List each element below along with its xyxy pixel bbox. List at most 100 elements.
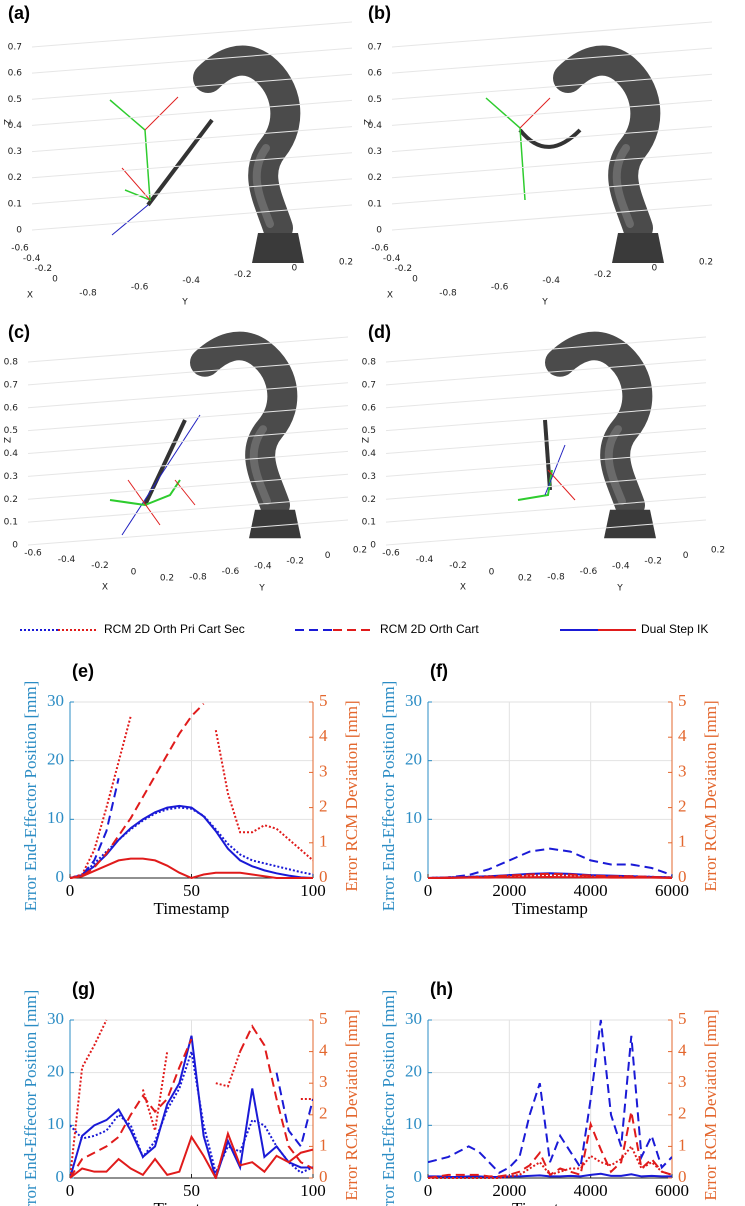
y-tick-label: 0.2 bbox=[711, 546, 725, 556]
chart: 0 2000 4000 60000102030012345(f)TimestampEr… bbox=[379, 661, 720, 918]
x-tick-label: 100 bbox=[300, 881, 326, 900]
y-tick-label: 30 bbox=[47, 1009, 64, 1028]
z-tick-label: 0.3 bbox=[8, 147, 22, 157]
y-tick-label: 30 bbox=[405, 1009, 422, 1028]
x-tick-label: -0.4 bbox=[23, 254, 41, 264]
y2-tick-label: 3 bbox=[678, 1072, 687, 1091]
grid-line bbox=[27, 519, 349, 546]
z-axis-label: Z bbox=[362, 437, 372, 443]
z-tick-label: 0.7 bbox=[362, 380, 376, 390]
series-line bbox=[70, 1130, 313, 1179]
grid-line bbox=[391, 204, 713, 231]
y-axis-label: Error End-Effector Position [mm] bbox=[21, 990, 40, 1206]
series-line bbox=[428, 872, 672, 879]
panel-label: (f) bbox=[430, 661, 448, 681]
y-tick-label: -0.8 bbox=[189, 573, 207, 583]
y2-tick-label: 0 bbox=[678, 1167, 687, 1186]
y-tick-label: 10 bbox=[405, 1114, 422, 1133]
x-tick-label: 50 bbox=[183, 881, 200, 900]
series-line bbox=[70, 857, 313, 879]
x-tick-label: -0.2 bbox=[35, 264, 53, 274]
z-tick-label: 0.7 bbox=[4, 380, 18, 390]
y2-tick-label: 2 bbox=[319, 1104, 328, 1123]
y2-tick-label: 5 bbox=[319, 691, 328, 710]
z-tick-label: 0.7 bbox=[8, 43, 22, 53]
series-line bbox=[428, 1019, 672, 1174]
grid-line bbox=[31, 99, 353, 126]
series-line bbox=[428, 847, 672, 879]
y-tick-label: -0.4 bbox=[254, 562, 272, 572]
y-tick-label: 0 bbox=[683, 551, 689, 561]
y-axis-label: Y bbox=[541, 298, 548, 308]
series-line bbox=[70, 1024, 313, 1179]
y-tick-label: -0.6 bbox=[131, 282, 149, 292]
z-tick-label: 0 bbox=[16, 226, 22, 236]
x-tick-label: 100 bbox=[300, 1181, 326, 1200]
y-axis-label: Y bbox=[258, 584, 265, 594]
y2-tick-label: 1 bbox=[678, 832, 687, 851]
grid-line bbox=[27, 496, 349, 523]
y-axis-label: Error End-Effector Position [mm] bbox=[379, 681, 398, 912]
x-tick-label: 4000 bbox=[574, 881, 608, 900]
y2-tick-label: 2 bbox=[678, 797, 687, 816]
z-tick-label: 0.2 bbox=[8, 173, 22, 183]
y-tick-label: 10 bbox=[47, 1114, 64, 1133]
x-tick-label: -0.6 bbox=[24, 549, 42, 559]
y2-tick-label: 4 bbox=[678, 726, 687, 745]
y-tick-label: 0 bbox=[56, 867, 65, 886]
y2-tick-label: 1 bbox=[319, 1135, 328, 1154]
x-axis-label: Timestamp bbox=[512, 899, 588, 918]
y2-tick-label: 5 bbox=[319, 1009, 328, 1028]
grid-line bbox=[31, 47, 353, 74]
panel-label: (e) bbox=[72, 661, 94, 681]
y-tick-label: 0 bbox=[56, 1167, 65, 1186]
y-tick-label: 20 bbox=[405, 1062, 422, 1081]
grid-line bbox=[391, 178, 713, 205]
series-line bbox=[70, 804, 313, 879]
x-axis-label: Timestamp bbox=[154, 1199, 230, 1206]
z-tick-label: 0.2 bbox=[362, 495, 376, 505]
y2-tick-label: 0 bbox=[319, 1167, 328, 1186]
grid-line bbox=[27, 336, 349, 363]
y2-tick-label: 3 bbox=[319, 761, 328, 780]
x-tick-label: 0 bbox=[489, 567, 495, 577]
x-tick-label: -0.6 bbox=[371, 244, 389, 254]
z-tick-label: 0.5 bbox=[4, 426, 18, 436]
z-tick-label: 0.7 bbox=[368, 43, 382, 53]
grid-line bbox=[385, 519, 707, 546]
y2-tick-label: 0 bbox=[319, 867, 328, 886]
y-tick-label: 20 bbox=[47, 1062, 64, 1081]
y2-axis-label: Error RCM Deviation [mm] bbox=[342, 700, 361, 891]
y2-tick-label: 3 bbox=[678, 761, 687, 780]
x-tick-label: 0 bbox=[66, 881, 75, 900]
y-tick-label: -0.4 bbox=[612, 562, 630, 572]
y-axis-label: Error End-Effector Position [mm] bbox=[379, 990, 398, 1206]
grid-line bbox=[31, 126, 353, 153]
y-tick-label: 0.2 bbox=[339, 258, 353, 268]
y-tick-label: -0.8 bbox=[547, 573, 565, 583]
z-tick-label: 0.4 bbox=[362, 449, 377, 459]
y2-axis-label: Error RCM Deviation [mm] bbox=[701, 1009, 720, 1200]
z-tick-label: 0.2 bbox=[368, 173, 382, 183]
x-tick-label: 0.2 bbox=[518, 574, 532, 584]
y-tick-label: -0.6 bbox=[222, 567, 240, 577]
x-tick-label: -0.2 bbox=[91, 561, 109, 571]
z-tick-label: 0.6 bbox=[8, 69, 23, 79]
z-tick-label: 0.3 bbox=[368, 147, 382, 157]
x-tick-label: 2000 bbox=[492, 1181, 526, 1200]
grid-line bbox=[385, 496, 707, 523]
x-tick-label: 0 bbox=[412, 275, 418, 285]
legend-label: Dual Step IK bbox=[641, 622, 708, 636]
y-axis-label: Y bbox=[181, 298, 188, 308]
y-tick-label: 0.2 bbox=[699, 258, 713, 268]
z-tick-label: 0.1 bbox=[368, 199, 382, 209]
z-axis-label: Z bbox=[4, 119, 14, 125]
x-tick-label: -0.6 bbox=[11, 244, 29, 254]
z-tick-label: 0.4 bbox=[4, 449, 19, 459]
z-axis-label: Z bbox=[4, 437, 14, 443]
panel-3d: (c) 0 0.1 0.2 0.3 0.4 0.5 0.6 0.7 0.8 -0.6 -0.4 -0.2… bbox=[4, 322, 368, 594]
y2-tick-label: 2 bbox=[319, 797, 328, 816]
y-tick-label: 20 bbox=[405, 750, 422, 769]
x-tick-label: 4000 bbox=[574, 1181, 608, 1200]
